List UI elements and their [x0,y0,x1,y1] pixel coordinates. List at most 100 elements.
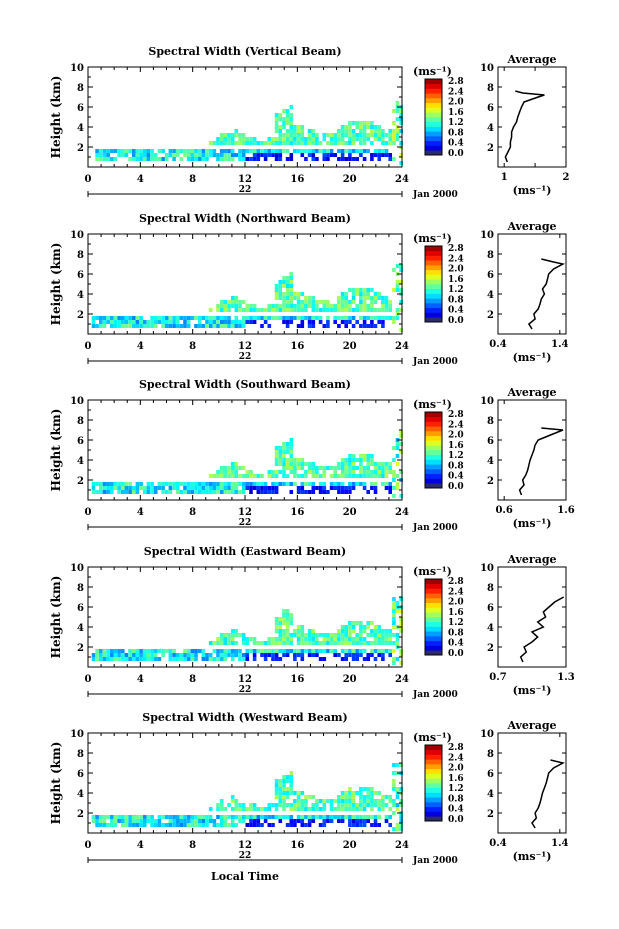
heatmap-cell [348,791,352,795]
heatmap-cell [311,320,316,324]
heatmap-cell [322,466,327,470]
heatmap-cell [252,153,257,157]
heatmap-cell [216,153,220,157]
x-tick-label: 16 [290,507,304,518]
colorbar-swatch [425,787,442,793]
heatmap-cell [139,320,143,324]
heatmap-cell [157,149,162,153]
heatmap-cell [227,803,231,807]
heatmap-cell [315,316,319,320]
colorbar-swatch [425,145,442,151]
heatmap-cell [340,791,345,795]
heatmap-cell [373,125,378,129]
x-tick-label: 0 [85,174,92,185]
colorbar-tick-label: 0.8 [448,628,464,638]
heatmap-cell [322,470,327,474]
colorbar-frame [424,78,443,156]
heatmap-cell [102,482,107,486]
heatmap-cell [373,799,378,803]
heatmap-cell [289,803,294,807]
heatmap-cell [282,637,286,641]
heatmap-cell [340,296,345,300]
heatmap-cell [366,292,370,296]
heatmap-cell [186,649,191,653]
heatmap-cell [285,482,290,486]
heatmap-cell [296,149,301,153]
heatmap-cell [234,474,239,478]
heatmap-cell [366,304,370,308]
heatmap-cell [311,324,316,328]
heatmap-cell [333,641,337,645]
average-y-tick-label: 2 [487,476,494,487]
heatmap-cell [355,791,359,795]
heatmap-cell [223,137,228,141]
heatmap-cell [362,819,367,823]
heatmap-cell [392,268,396,272]
heatmap-cell [274,316,279,320]
heatmap-cell [399,470,403,474]
heatmap-cell [99,316,103,320]
heatmap-cells [91,763,403,831]
heatmap-cell [370,133,374,137]
heatmap-cell [102,324,107,328]
heatmap-cell [267,649,272,653]
heatmap-cell [399,763,403,767]
heatmap-cell [304,157,308,161]
heatmap-cell [278,292,283,296]
heatmap-cell [333,470,337,474]
heatmap-cell [267,474,272,478]
x-tick-label: 16 [290,341,304,352]
heatmap-cell [267,637,272,641]
heatmap-cell [230,637,235,641]
heatmap-cell [348,133,352,137]
heatmap-cell [161,316,165,320]
heatmap-cell [337,157,341,161]
heatmap-cell [293,474,297,478]
heatmap-cell [183,316,187,320]
heatmap-cell [384,300,389,304]
heatmap-cell [113,819,118,823]
heatmap-cell [150,324,154,328]
heatmap-cell [238,133,242,137]
heatmap-cell [351,637,356,641]
heatmap-cell [326,324,330,328]
colorbar-tick-label: 0.0 [448,316,464,326]
average-y-tick-label: 8 [487,749,494,760]
heatmap-cell [359,633,363,637]
heatmap-cell [205,815,209,819]
x-tick-label: 4 [137,341,144,352]
heatmap-cell [399,629,403,633]
heatmap-cell [289,450,294,454]
heatmap-cell [300,462,305,466]
heatmap-cell [351,815,356,819]
heatmap-cell [366,137,370,141]
heatmap-cell [285,113,290,117]
x-tick-label: 16 [290,840,304,851]
heatmap-cell [304,633,308,637]
heatmap-cell [161,823,165,827]
heatmap-cell [348,125,352,129]
heatmap-cell [252,823,257,827]
heatmap-cell [351,149,356,153]
heatmap-cell [95,815,99,819]
heatmap-cell [399,653,403,657]
heatmap-cell [113,320,118,324]
heatmap-cell [249,490,253,494]
heatmap-cell [311,629,316,633]
heatmap-cell [289,121,294,125]
heatmap-cell [249,149,253,153]
heatmap-cell [245,474,250,478]
heatmap-cell [370,300,374,304]
colorbar: (ms⁻¹)0.00.40.81.21.62.02.42.8 [413,65,464,159]
heatmap-cell [150,653,154,657]
heatmap-cell [95,324,99,328]
heatmap-cell [274,462,279,466]
heatmap-cell [241,137,246,141]
heatmap-cell [150,490,154,494]
heatmap-cell [370,795,374,799]
heatmap-cell [91,486,96,490]
y-tick-label: 10 [70,563,84,574]
heatmap-cell [388,300,392,304]
heatmap-cell [285,609,290,613]
heatmap-cell [373,137,378,141]
